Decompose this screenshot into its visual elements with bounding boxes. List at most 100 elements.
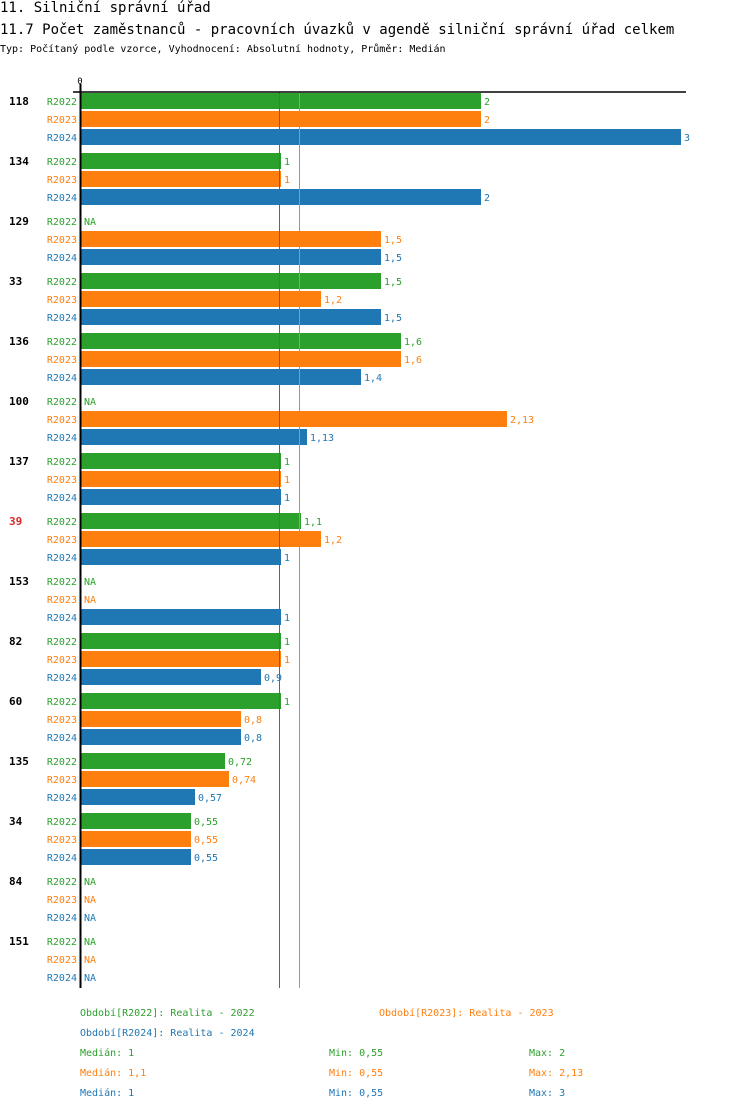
section-title: 11. Silniční správní úřad — [0, 0, 211, 16]
data-label: 1,5 — [384, 313, 402, 324]
bar — [81, 453, 281, 469]
bar — [81, 111, 481, 127]
stat-median-r2023: Medián: 1,1 — [80, 1068, 147, 1079]
series-label: R2023 — [47, 775, 77, 786]
series-label: R2024 — [47, 793, 77, 804]
stat-min-r2022: Min: 0,55 — [329, 1048, 384, 1059]
data-label-na: NA — [84, 913, 96, 924]
series-label: R2022 — [47, 577, 77, 588]
bar — [81, 471, 281, 487]
bar — [81, 753, 225, 769]
series-label: R2022 — [47, 277, 77, 288]
data-label: 1 — [284, 553, 290, 564]
chart-title: 11.7 Počet zaměstnanců - pracovních úvaz… — [0, 22, 675, 38]
data-label: 0,55 — [194, 817, 218, 828]
category-label: 151 — [9, 935, 29, 948]
legend-period-r2023: Období[R2023]: Realita - 2023 — [379, 1008, 554, 1019]
data-label: 1 — [284, 655, 290, 666]
data-label: 1 — [284, 475, 290, 486]
bar — [81, 531, 321, 547]
data-label-na: NA — [84, 595, 96, 606]
category-label: 134 — [9, 155, 29, 168]
series-label: R2024 — [47, 553, 77, 564]
data-label: 0,55 — [194, 853, 218, 864]
series-label: R2022 — [47, 517, 77, 528]
series-label: R2023 — [47, 835, 77, 846]
bar — [81, 273, 381, 289]
category-label: 136 — [9, 335, 29, 348]
category-label: 129 — [9, 215, 29, 228]
data-label: 2 — [484, 97, 490, 108]
series-label: R2023 — [47, 235, 77, 246]
x-tick-label: 0 — [77, 77, 82, 87]
bar — [81, 309, 381, 325]
series-label: R2022 — [47, 637, 77, 648]
stat-median-r2024: Medián: 1 — [80, 1088, 135, 1099]
category-label: 135 — [9, 755, 29, 768]
series-label: R2024 — [47, 973, 77, 984]
data-label: 2 — [484, 193, 490, 204]
series-label: R2024 — [47, 493, 77, 504]
series-label: R2023 — [47, 415, 77, 426]
category-label: 100 — [9, 395, 29, 408]
series-label: R2024 — [47, 733, 77, 744]
series-label: R2022 — [47, 157, 77, 168]
bar — [81, 369, 361, 385]
category-label: 39 — [9, 515, 22, 528]
data-label-na: NA — [84, 973, 96, 984]
data-label: 1,2 — [324, 535, 342, 546]
data-label: 1,4 — [364, 373, 382, 384]
bar — [81, 231, 381, 247]
stat-min-r2023: Min: 0,55 — [329, 1068, 384, 1079]
series-label: R2024 — [47, 193, 77, 204]
stat-max-r2022: Max: 2 — [529, 1048, 566, 1059]
data-label: 1,5 — [384, 253, 402, 264]
series-label: R2022 — [47, 97, 77, 108]
series-label: R2024 — [47, 133, 77, 144]
data-label: 0,55 — [194, 835, 218, 846]
bar — [81, 771, 229, 787]
series-label: R2024 — [47, 853, 77, 864]
data-label: 2 — [484, 115, 490, 126]
data-label: 0,8 — [244, 733, 262, 744]
data-label: 0,72 — [228, 757, 252, 768]
series-label: R2022 — [47, 757, 77, 768]
stat-max-r2024: Max: 3 — [529, 1088, 566, 1099]
series-label: R2024 — [47, 313, 77, 324]
series-label: R2022 — [47, 457, 77, 468]
bar — [81, 609, 281, 625]
data-label: 1 — [284, 613, 290, 624]
bar — [81, 489, 281, 505]
category-label: 153 — [9, 575, 29, 588]
series-label: R2024 — [47, 913, 77, 924]
series-label: R2023 — [47, 655, 77, 666]
bar — [81, 651, 281, 667]
bar — [81, 549, 281, 565]
data-label: 1,5 — [384, 235, 402, 246]
data-label: 0,8 — [244, 715, 262, 726]
series-label: R2022 — [47, 877, 77, 888]
data-label: 1,5 — [384, 277, 402, 288]
data-label: 0,9 — [264, 673, 282, 684]
data-label: 0,74 — [232, 775, 256, 786]
series-label: R2023 — [47, 475, 77, 486]
chart-subtitle: Typ: Počítaný podle vzorce, Vyhodnocení:… — [0, 44, 446, 55]
bar — [81, 849, 191, 865]
category-label: 82 — [9, 635, 22, 648]
data-label-na: NA — [84, 397, 96, 408]
data-label: 1 — [284, 157, 290, 168]
data-label-na: NA — [84, 895, 96, 906]
series-label: R2024 — [47, 253, 77, 264]
data-label: 1 — [284, 175, 290, 186]
data-label-na: NA — [84, 877, 96, 888]
series-label: R2022 — [47, 337, 77, 348]
bar — [81, 411, 507, 427]
data-label: 1 — [284, 697, 290, 708]
bar — [81, 129, 681, 145]
bar — [81, 711, 241, 727]
series-label: R2022 — [47, 937, 77, 948]
stat-median-r2022: Medián: 1 — [80, 1048, 135, 1059]
bar — [81, 669, 261, 685]
data-label: 1,6 — [404, 355, 422, 366]
